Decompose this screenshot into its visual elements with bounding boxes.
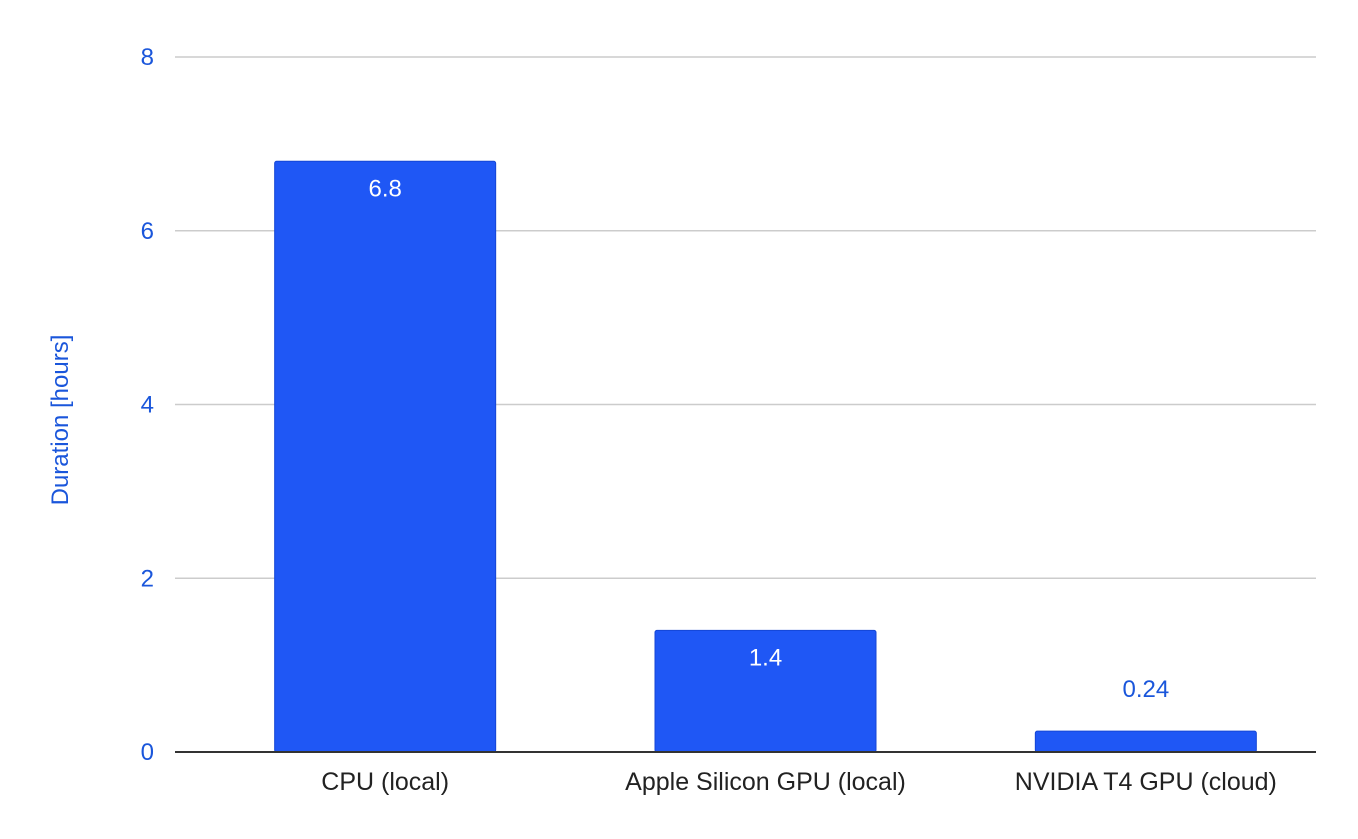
y-axis-tick-labels: 0 2 4 6 8	[141, 44, 154, 766]
bar	[1034, 730, 1257, 753]
y-tick-label: 0	[141, 739, 154, 766]
y-tick-label: 2	[141, 565, 154, 592]
bar-value-label: 0.24	[1122, 676, 1169, 703]
data-labels: 6.8 1.4 0.24	[368, 175, 1169, 703]
y-tick-label: 8	[141, 44, 154, 71]
x-category-label: NVIDIA T4 GPU (cloud)	[1015, 768, 1277, 796]
bar	[274, 160, 497, 753]
bars	[274, 160, 1257, 753]
y-tick-label: 4	[141, 392, 154, 419]
bar-value-label: 1.4	[749, 644, 782, 671]
bar-value-label: 6.8	[368, 175, 401, 202]
x-category-label: Apple Silicon GPU (local)	[625, 768, 906, 796]
y-tick-label: 6	[141, 218, 154, 245]
x-category-label: CPU (local)	[321, 768, 449, 796]
y-axis-title: Duration [hours]	[47, 335, 74, 506]
x-axis-category-labels: CPU (local) Apple Silicon GPU (local) NVID…	[321, 768, 1277, 796]
